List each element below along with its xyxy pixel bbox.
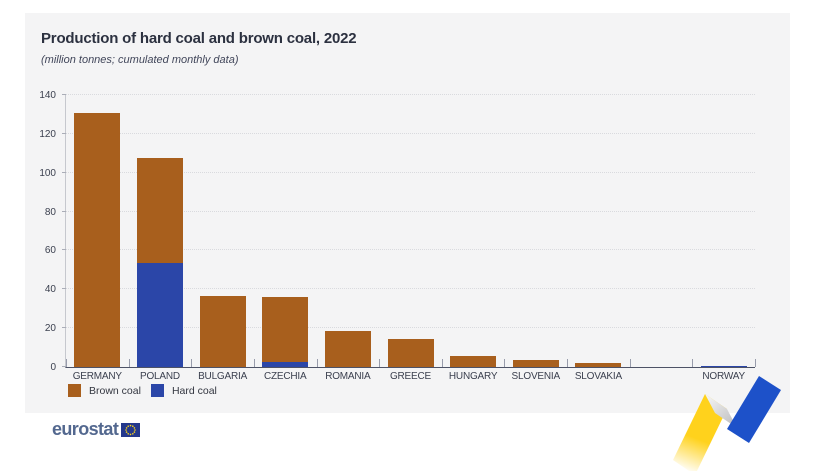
bar-poland-brown-coal xyxy=(136,158,183,264)
ribbon-yellow-segment xyxy=(673,394,727,471)
x-axis-tick xyxy=(66,359,67,367)
x-axis-tick xyxy=(128,359,130,367)
legend-label-brown-coal: Brown coal xyxy=(89,384,141,397)
x-axis-tick xyxy=(504,359,506,367)
y-axis-label: 0 xyxy=(50,362,56,373)
y-axis-label: 40 xyxy=(44,284,56,296)
bar-bulgaria-brown-coal xyxy=(199,296,246,367)
x-axis-tick xyxy=(567,359,569,367)
y-axis-tick xyxy=(62,249,66,251)
legend: Brown coal Hard coal xyxy=(68,384,217,397)
gridline xyxy=(66,288,755,290)
x-axis-label: GREECE xyxy=(389,371,431,382)
gridline xyxy=(66,210,755,212)
bar-romania-brown-coal xyxy=(324,331,371,367)
gridline xyxy=(66,171,755,173)
x-axis-tick xyxy=(191,359,193,367)
x-axis-tick xyxy=(379,359,381,367)
bar-hungary-brown-coal xyxy=(450,355,497,367)
y-axis-tick xyxy=(62,366,66,367)
legend-label-hard-coal: Hard coal xyxy=(171,384,217,397)
ribbon-blue-segment xyxy=(727,376,781,443)
bar-czechia-hard-coal xyxy=(262,362,309,367)
y-axis-label: 100 xyxy=(39,167,56,179)
y-axis-label: 20 xyxy=(44,323,56,335)
y-axis-label: 80 xyxy=(44,206,56,218)
eurostat-ribbon-graphic xyxy=(673,376,781,471)
x-axis-label: SLOVENIA xyxy=(511,371,561,382)
gridline xyxy=(66,249,755,251)
eurostat-logo: eurostat xyxy=(52,419,141,439)
x-axis-tick xyxy=(316,359,318,367)
x-axis-tick xyxy=(253,359,255,367)
bar-slovakia-brown-coal xyxy=(575,363,622,367)
eurostat-logo-text: eurostat xyxy=(52,419,119,439)
x-axis-label: POLAND xyxy=(139,371,180,382)
y-axis-tick xyxy=(62,210,66,212)
gridline xyxy=(66,132,755,134)
y-axis-label: 120 xyxy=(39,128,56,140)
x-axis-label: BULGARIA xyxy=(198,371,248,382)
legend-swatch-hard-coal xyxy=(150,384,164,397)
y-axis-tick xyxy=(62,94,66,95)
bar-poland-hard-coal xyxy=(136,263,183,367)
bar-germany-brown-coal xyxy=(74,112,121,367)
x-axis-label: GERMANY xyxy=(72,371,122,382)
y-axis-tick xyxy=(62,288,66,290)
bar-slovenia-brown-coal xyxy=(512,360,559,367)
gridline xyxy=(66,327,755,329)
bar-greece-brown-coal xyxy=(387,338,434,367)
y-axis-tick xyxy=(62,171,66,173)
x-axis-tick xyxy=(755,359,756,367)
bar-czechia-brown-coal xyxy=(262,297,309,363)
y-axis-label: 140 xyxy=(39,90,56,101)
y-axis-label: 60 xyxy=(44,245,56,257)
chart-card: Production of hard coal and brown coal, … xyxy=(25,13,790,413)
y-axis-tick xyxy=(62,132,66,134)
ribbon-gray-segment xyxy=(705,394,737,428)
x-axis-label: ROMANIA xyxy=(325,371,371,382)
x-axis-label: HUNGARY xyxy=(448,371,498,382)
x-axis-label: NORWAY xyxy=(702,371,745,382)
eu-flag-icon xyxy=(121,423,141,437)
gridline xyxy=(66,94,755,95)
bar-norway-hard-coal xyxy=(700,365,747,367)
x-axis-tick xyxy=(692,359,694,367)
x-axis-tick xyxy=(629,359,631,367)
chart-title: Production of hard coal and brown coal, … xyxy=(41,30,357,47)
x-axis-label: SLOVAKIA xyxy=(574,371,622,382)
y-axis-tick xyxy=(62,327,66,329)
chart-subtitle: (million tonnes; cumulated monthly data) xyxy=(41,54,239,66)
legend-swatch-brown-coal xyxy=(68,384,81,397)
x-axis-tick xyxy=(441,359,443,367)
plot-area: 0 20 40 60 80 100 120 140 GERMANY POLAND BULGARIA C… xyxy=(39,90,756,382)
x-axis-label: CZECHIA xyxy=(263,371,307,382)
